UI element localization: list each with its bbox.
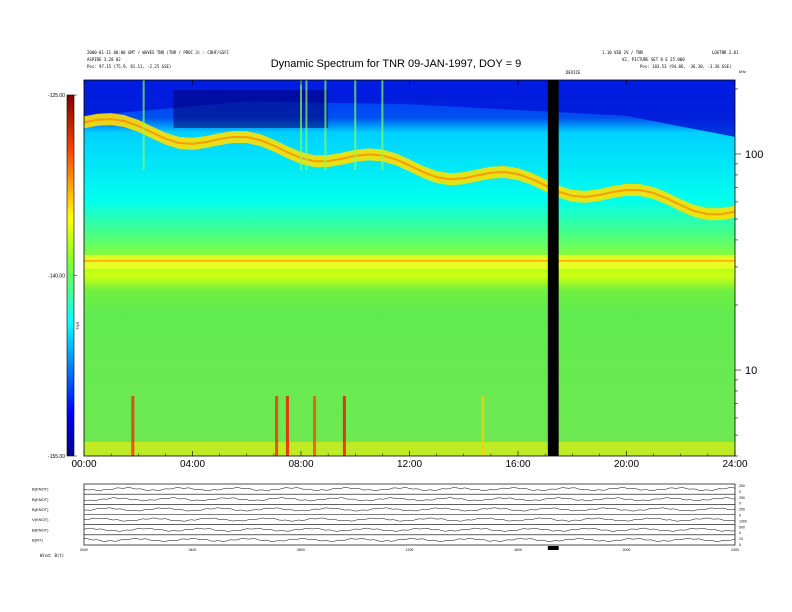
upper-band-core (84, 118, 735, 216)
panel-right-tick-5: 0 (739, 514, 741, 518)
burst-4 (342, 396, 346, 456)
burst-1 (275, 396, 279, 456)
panel-data-gap (547, 546, 559, 550)
x-tick-label-1: 04:00 (180, 459, 205, 470)
header-left-line3: Pos: 97.15 (75.9, 81.11, -2.25 GSE) (87, 64, 172, 69)
panel-x-tick-2: 0800 (297, 548, 305, 552)
plasma-line-band (84, 254, 735, 269)
header-right-line1b: LOGTNR 2.01 (712, 50, 739, 55)
panel-right-tick-6: 1000 (739, 519, 747, 523)
x-tick-label-6: 24:00 (722, 459, 747, 470)
spectrum-features (84, 80, 735, 456)
panel-right-tick-2: 250 (739, 496, 745, 500)
y-tick-label-1: 100 (745, 149, 763, 161)
upper-emission-band (84, 113, 735, 221)
colorbar (66, 94, 75, 457)
colorbar-tick-label-1: -140.00 (48, 274, 65, 280)
streak-0 (142, 80, 145, 170)
panel-trace-5 (83, 537, 736, 542)
deep-blue-patch (173, 90, 329, 128)
x-tick-label-5: 20:00 (614, 459, 639, 470)
colorbar-tick-label-2: -155.00 (48, 454, 65, 460)
streak-2 (305, 80, 308, 170)
panel-x-tick-5: 2000 (623, 548, 631, 552)
x-tick-label-2: 08:00 (288, 459, 313, 470)
panel-trace-0 (83, 487, 736, 492)
burst-2 (285, 396, 289, 456)
gap-label: DEVICE (566, 70, 581, 75)
magnetic-field-panels: B(KNOT) B(KNOT) B(KNOT) V(KNOT) B(KNOT) B(NT)… (32, 483, 747, 552)
colorbar-ticks: -125.00 -140.00 -155.00 (48, 93, 77, 460)
panel-label-2: B(KNOT) (32, 507, 49, 512)
colorbar-tick-label-0: -125.00 (48, 93, 65, 99)
panel-trace-1 (83, 497, 736, 502)
header-right-line2: V2, PICTURE SET 8 E 25.000 (622, 57, 685, 62)
panel-trace-3 (83, 517, 736, 522)
burst-5 (481, 396, 485, 456)
panel-right-tick-7: 500 (739, 525, 745, 529)
y-axis-ticks: 10 100 (735, 88, 763, 457)
low-frequency-edge (84, 442, 735, 456)
panel-trace-2 (83, 507, 736, 512)
streak-5 (381, 80, 384, 170)
panel-right-tick-0: 250 (739, 484, 745, 488)
streak-4 (354, 80, 357, 170)
panel-x-tick-0: 0000 (80, 548, 88, 552)
streak-1 (300, 80, 302, 170)
x-tick-label-3: 12:00 (397, 459, 422, 470)
panel-label-5: B(NT) (32, 537, 43, 542)
streak-3 (324, 80, 327, 170)
x-tick-label-0: 00:00 (71, 459, 96, 470)
panel-trace-4 (83, 527, 736, 532)
panel-x-tick-1: 0400 (189, 548, 197, 552)
panel-footer: Wind: B(t) (40, 553, 65, 558)
burst-0 (131, 396, 135, 456)
y-tick-label-0: 10 (745, 365, 757, 377)
header-right-line1: 1.10 VED 2V / TNR (602, 50, 643, 55)
panel-right-tick-9: 10 (739, 537, 743, 541)
panel-right-tick-1: 0 (739, 490, 741, 494)
data-gap (547, 80, 559, 456)
y-unit-label: kHz (739, 69, 746, 74)
panel-x-tick-3: 1200 (406, 548, 414, 552)
chart-title: Dynamic Spectrum for TNR 09-JAN-1997, DO… (270, 58, 522, 70)
header-left-line2: ASPIRE 3.28 02 (87, 57, 121, 62)
panel-label-1: B(KNOT) (32, 497, 49, 502)
panel-right-tick-4: 250 (739, 508, 745, 512)
panel-right-tick-8: 0 (739, 531, 741, 535)
header-left-line1: 2000-01-11 00:00 GMT / WAVES TNR (TNR / … (87, 50, 230, 55)
panel-right-tick-3: 0 (739, 502, 741, 506)
panel-x-tick-4: 1600 (514, 548, 522, 552)
panel-right-tick-10: 5 (739, 543, 741, 547)
panel-label-4: B(KNOT) (32, 527, 49, 532)
colorbar-label: TNR (75, 322, 80, 330)
burst-3 (313, 396, 317, 456)
x-tick-label-4: 16:00 (505, 459, 530, 470)
header-right-line3: Pos: 103.53 (94.86, -36.30, -3.36 GSE) (640, 64, 732, 69)
panel-label-3: V(KNOT) (32, 517, 49, 522)
panel-x-tick-6: 2400 (731, 548, 739, 552)
panel-label-0: B(KNOT) (32, 487, 49, 492)
x-axis-ticks: 00:00 04:00 08:00 12:00 16:00 20:00 24:00 (71, 80, 748, 470)
